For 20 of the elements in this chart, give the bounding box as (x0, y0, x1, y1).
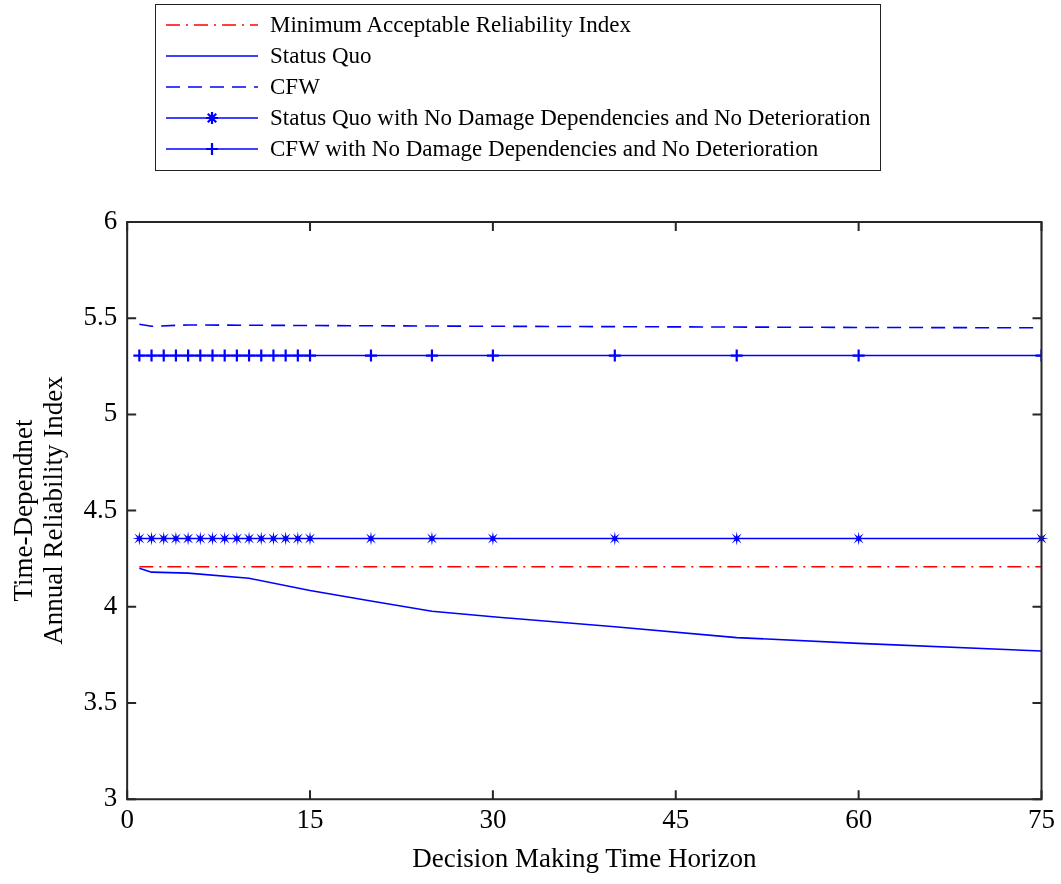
y-axis-title: Time-Dependnet Annual Reliability Index (7, 375, 68, 645)
y-tick-label: 5 (103, 397, 118, 428)
x-tick-label: 15 (296, 804, 324, 835)
x-tick-label: 30 (479, 804, 507, 835)
legend-label: Status Quo with No Damage Dependencies and No Deterioration (270, 104, 871, 131)
y-tick-label: 3 (103, 782, 118, 813)
x-tick-label: 45 (662, 804, 690, 835)
legend-label: CFW with No Damage Dependencies and No Deterioration (270, 135, 819, 162)
x-tick-label: 0 (120, 804, 134, 835)
y-tick-label: 6 (103, 205, 118, 236)
y-tick-label: 5.5 (83, 301, 118, 332)
x-tick-label: 60 (845, 804, 873, 835)
y-tick-label: 4.5 (83, 493, 118, 524)
x-tick-label: 75 (1028, 804, 1055, 835)
legend-label: CFW (270, 73, 320, 100)
y-tick-label: 4 (103, 589, 118, 620)
y-tick-label: 3.5 (83, 686, 118, 717)
legend-label: Minimum Acceptable Reliability Index (270, 11, 631, 38)
legend-label: Status Quo (270, 42, 372, 69)
x-axis-title: Decision Making Time Horizon (412, 842, 757, 873)
